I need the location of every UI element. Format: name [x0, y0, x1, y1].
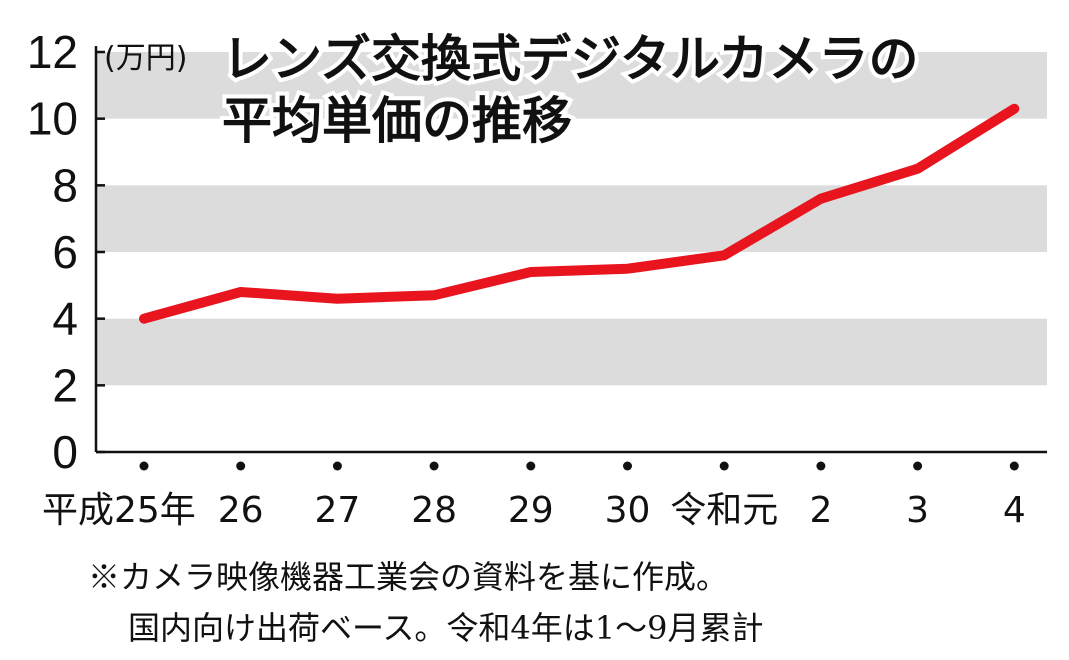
y-tick-label: 4 — [52, 293, 78, 345]
source-note-line-1: ※カメラ映像機器工業会の資料を基に作成。 — [88, 558, 729, 596]
chart-title-line-2: 平均単価の推移 — [222, 92, 572, 150]
grid-band — [96, 185, 1047, 252]
x-tick-label: 平成25年 — [42, 490, 196, 531]
chart-title-line-1: レンズ交換式デジタルカメラの — [222, 30, 919, 88]
x-tick-label: 26 — [218, 490, 264, 531]
x-tick-label: 27 — [314, 490, 360, 531]
x-tick-dot — [332, 461, 342, 471]
x-tick-dot — [1009, 461, 1019, 471]
line-chart: 0 2 4 6 8 10 12 平成25年 26 27 28 29 30 令和元 2 3 4 (万円) レンズ交換式… — [27, 26, 1047, 531]
x-tick-dot — [719, 461, 729, 471]
y-tick-label: 8 — [52, 159, 78, 211]
x-tick-label: 3 — [906, 490, 929, 531]
x-tick-label: 30 — [605, 490, 651, 531]
x-tick-dot — [913, 461, 923, 471]
y-tick-label: 6 — [52, 226, 78, 278]
y-tick-label: 10 — [27, 93, 78, 145]
x-tick-dot — [429, 461, 439, 471]
y-unit-label: (万円) — [104, 41, 187, 76]
x-tick-dot — [526, 461, 536, 471]
x-tick-label: 4 — [1003, 490, 1026, 531]
grid-band — [96, 318, 1047, 386]
x-tick-dot — [816, 461, 826, 471]
y-tick-label: 2 — [52, 359, 78, 411]
x-tick-dot — [236, 461, 246, 471]
source-note-line-2: 国内向け出荷ベース。令和4年は1～9月累計 — [128, 609, 764, 647]
x-tick-dot — [623, 461, 632, 471]
x-tick-label: 令和元 — [670, 490, 778, 531]
series-line — [139, 103, 1020, 324]
x-tick-label: 29 — [508, 490, 554, 531]
grid-band — [96, 52, 1047, 119]
x-tick-label: 28 — [411, 490, 457, 531]
x-tick-label: 2 — [809, 490, 832, 531]
x-tick-dot — [139, 461, 149, 471]
y-tick-label: 0 — [52, 426, 78, 478]
y-tick-label: 12 — [27, 26, 78, 78]
